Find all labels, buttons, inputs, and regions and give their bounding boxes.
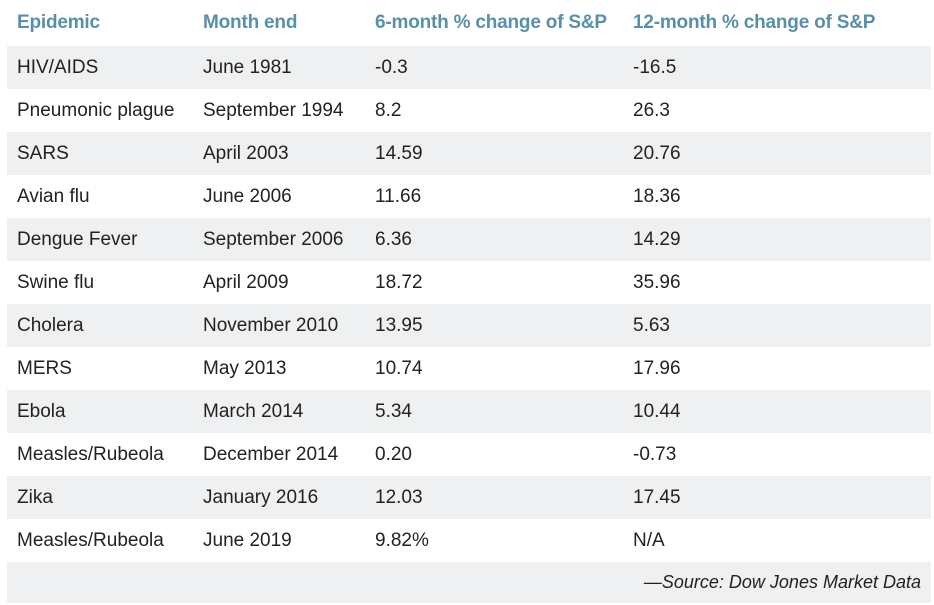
cell-6-month-change: 18.72: [365, 261, 623, 304]
table-row: Measles/Rubeola June 2019 9.82% N/A: [7, 519, 931, 562]
cell-6-month-change: 5.34: [365, 390, 623, 433]
cell-month-end: December 2014: [193, 433, 365, 476]
cell-month-end: June 1981: [193, 46, 365, 89]
source-credit: —Source: Dow Jones Market Data: [7, 562, 931, 603]
cell-month-end: January 2016: [193, 476, 365, 519]
cell-6-month-change: 12.03: [365, 476, 623, 519]
cell-epidemic: Measles/Rubeola: [7, 433, 193, 476]
table-row: Avian flu June 2006 11.66 18.36: [7, 175, 931, 218]
cell-epidemic: SARS: [7, 132, 193, 175]
cell-month-end: November 2010: [193, 304, 365, 347]
epidemic-sp-table: Epidemic Month end 6-month % change of S…: [7, 0, 931, 603]
header-12-month-change: 12-month % change of S&P: [633, 12, 876, 33]
table-row: HIV/AIDS June 1981 -0.3 -16.5: [7, 46, 931, 89]
cell-6-month-change: 10.74: [365, 347, 623, 390]
cell-epidemic: Avian flu: [7, 175, 193, 218]
table-row: Ebola March 2014 5.34 10.44: [7, 390, 931, 433]
epidemic-sp-table-container: Epidemic Month end 6-month % change of S…: [7, 0, 931, 603]
cell-month-end: March 2014: [193, 390, 365, 433]
header-row: Epidemic Month end 6-month % change of S…: [7, 0, 931, 46]
table-header: Epidemic Month end 6-month % change of S…: [7, 0, 931, 46]
cell-epidemic: Zika: [7, 476, 193, 519]
source-row: —Source: Dow Jones Market Data: [7, 562, 931, 603]
cell-6-month-change: 13.95: [365, 304, 623, 347]
cell-month-end: June 2006: [193, 175, 365, 218]
cell-epidemic: Pneumonic plague: [7, 89, 193, 132]
cell-epidemic: Dengue Fever: [7, 218, 193, 261]
cell-12-month-change: 35.96: [623, 261, 931, 304]
cell-month-end: May 2013: [193, 347, 365, 390]
cell-month-end: April 2003: [193, 132, 365, 175]
cell-6-month-change: 11.66: [365, 175, 623, 218]
cell-6-month-change: 6.36: [365, 218, 623, 261]
cell-12-month-change: 14.29: [623, 218, 931, 261]
cell-12-month-change: 26.3: [623, 89, 931, 132]
cell-12-month-change: -0.73: [623, 433, 931, 476]
header-6-month-change: 6-month % change of S&P: [375, 12, 607, 33]
table-row: Zika January 2016 12.03 17.45: [7, 476, 931, 519]
cell-6-month-change: 0.20: [365, 433, 623, 476]
cell-6-month-change: 9.82%: [365, 519, 623, 562]
cell-12-month-change: 17.45: [623, 476, 931, 519]
cell-12-month-change: 20.76: [623, 132, 931, 175]
cell-12-month-change: 18.36: [623, 175, 931, 218]
table-row: Measles/Rubeola December 2014 0.20 -0.73: [7, 433, 931, 476]
header-month-end: Month end: [203, 12, 298, 33]
table-body: HIV/AIDS June 1981 -0.3 -16.5 Pneumonic …: [7, 46, 931, 603]
cell-epidemic: Measles/Rubeola: [7, 519, 193, 562]
cell-12-month-change: 10.44: [623, 390, 931, 433]
cell-12-month-change: -16.5: [623, 46, 931, 89]
cell-6-month-change: 8.2: [365, 89, 623, 132]
table-row: Swine flu April 2009 18.72 35.96: [7, 261, 931, 304]
cell-epidemic: Cholera: [7, 304, 193, 347]
table-row: Dengue Fever September 2006 6.36 14.29: [7, 218, 931, 261]
cell-epidemic: MERS: [7, 347, 193, 390]
cell-6-month-change: 14.59: [365, 132, 623, 175]
table-row: Cholera November 2010 13.95 5.63: [7, 304, 931, 347]
cell-month-end: June 2019: [193, 519, 365, 562]
cell-month-end: April 2009: [193, 261, 365, 304]
header-epidemic: Epidemic: [17, 12, 100, 33]
table-row: SARS April 2003 14.59 20.76: [7, 132, 931, 175]
cell-month-end: September 1994: [193, 89, 365, 132]
cell-12-month-change: N/A: [623, 519, 931, 562]
cell-epidemic: Ebola: [7, 390, 193, 433]
cell-month-end: September 2006: [193, 218, 365, 261]
table-row: MERS May 2013 10.74 17.96: [7, 347, 931, 390]
table-row: Pneumonic plague September 1994 8.2 26.3: [7, 89, 931, 132]
cell-epidemic: HIV/AIDS: [7, 46, 193, 89]
cell-6-month-change: -0.3: [365, 46, 623, 89]
cell-epidemic: Swine flu: [7, 261, 193, 304]
cell-12-month-change: 17.96: [623, 347, 931, 390]
cell-12-month-change: 5.63: [623, 304, 931, 347]
